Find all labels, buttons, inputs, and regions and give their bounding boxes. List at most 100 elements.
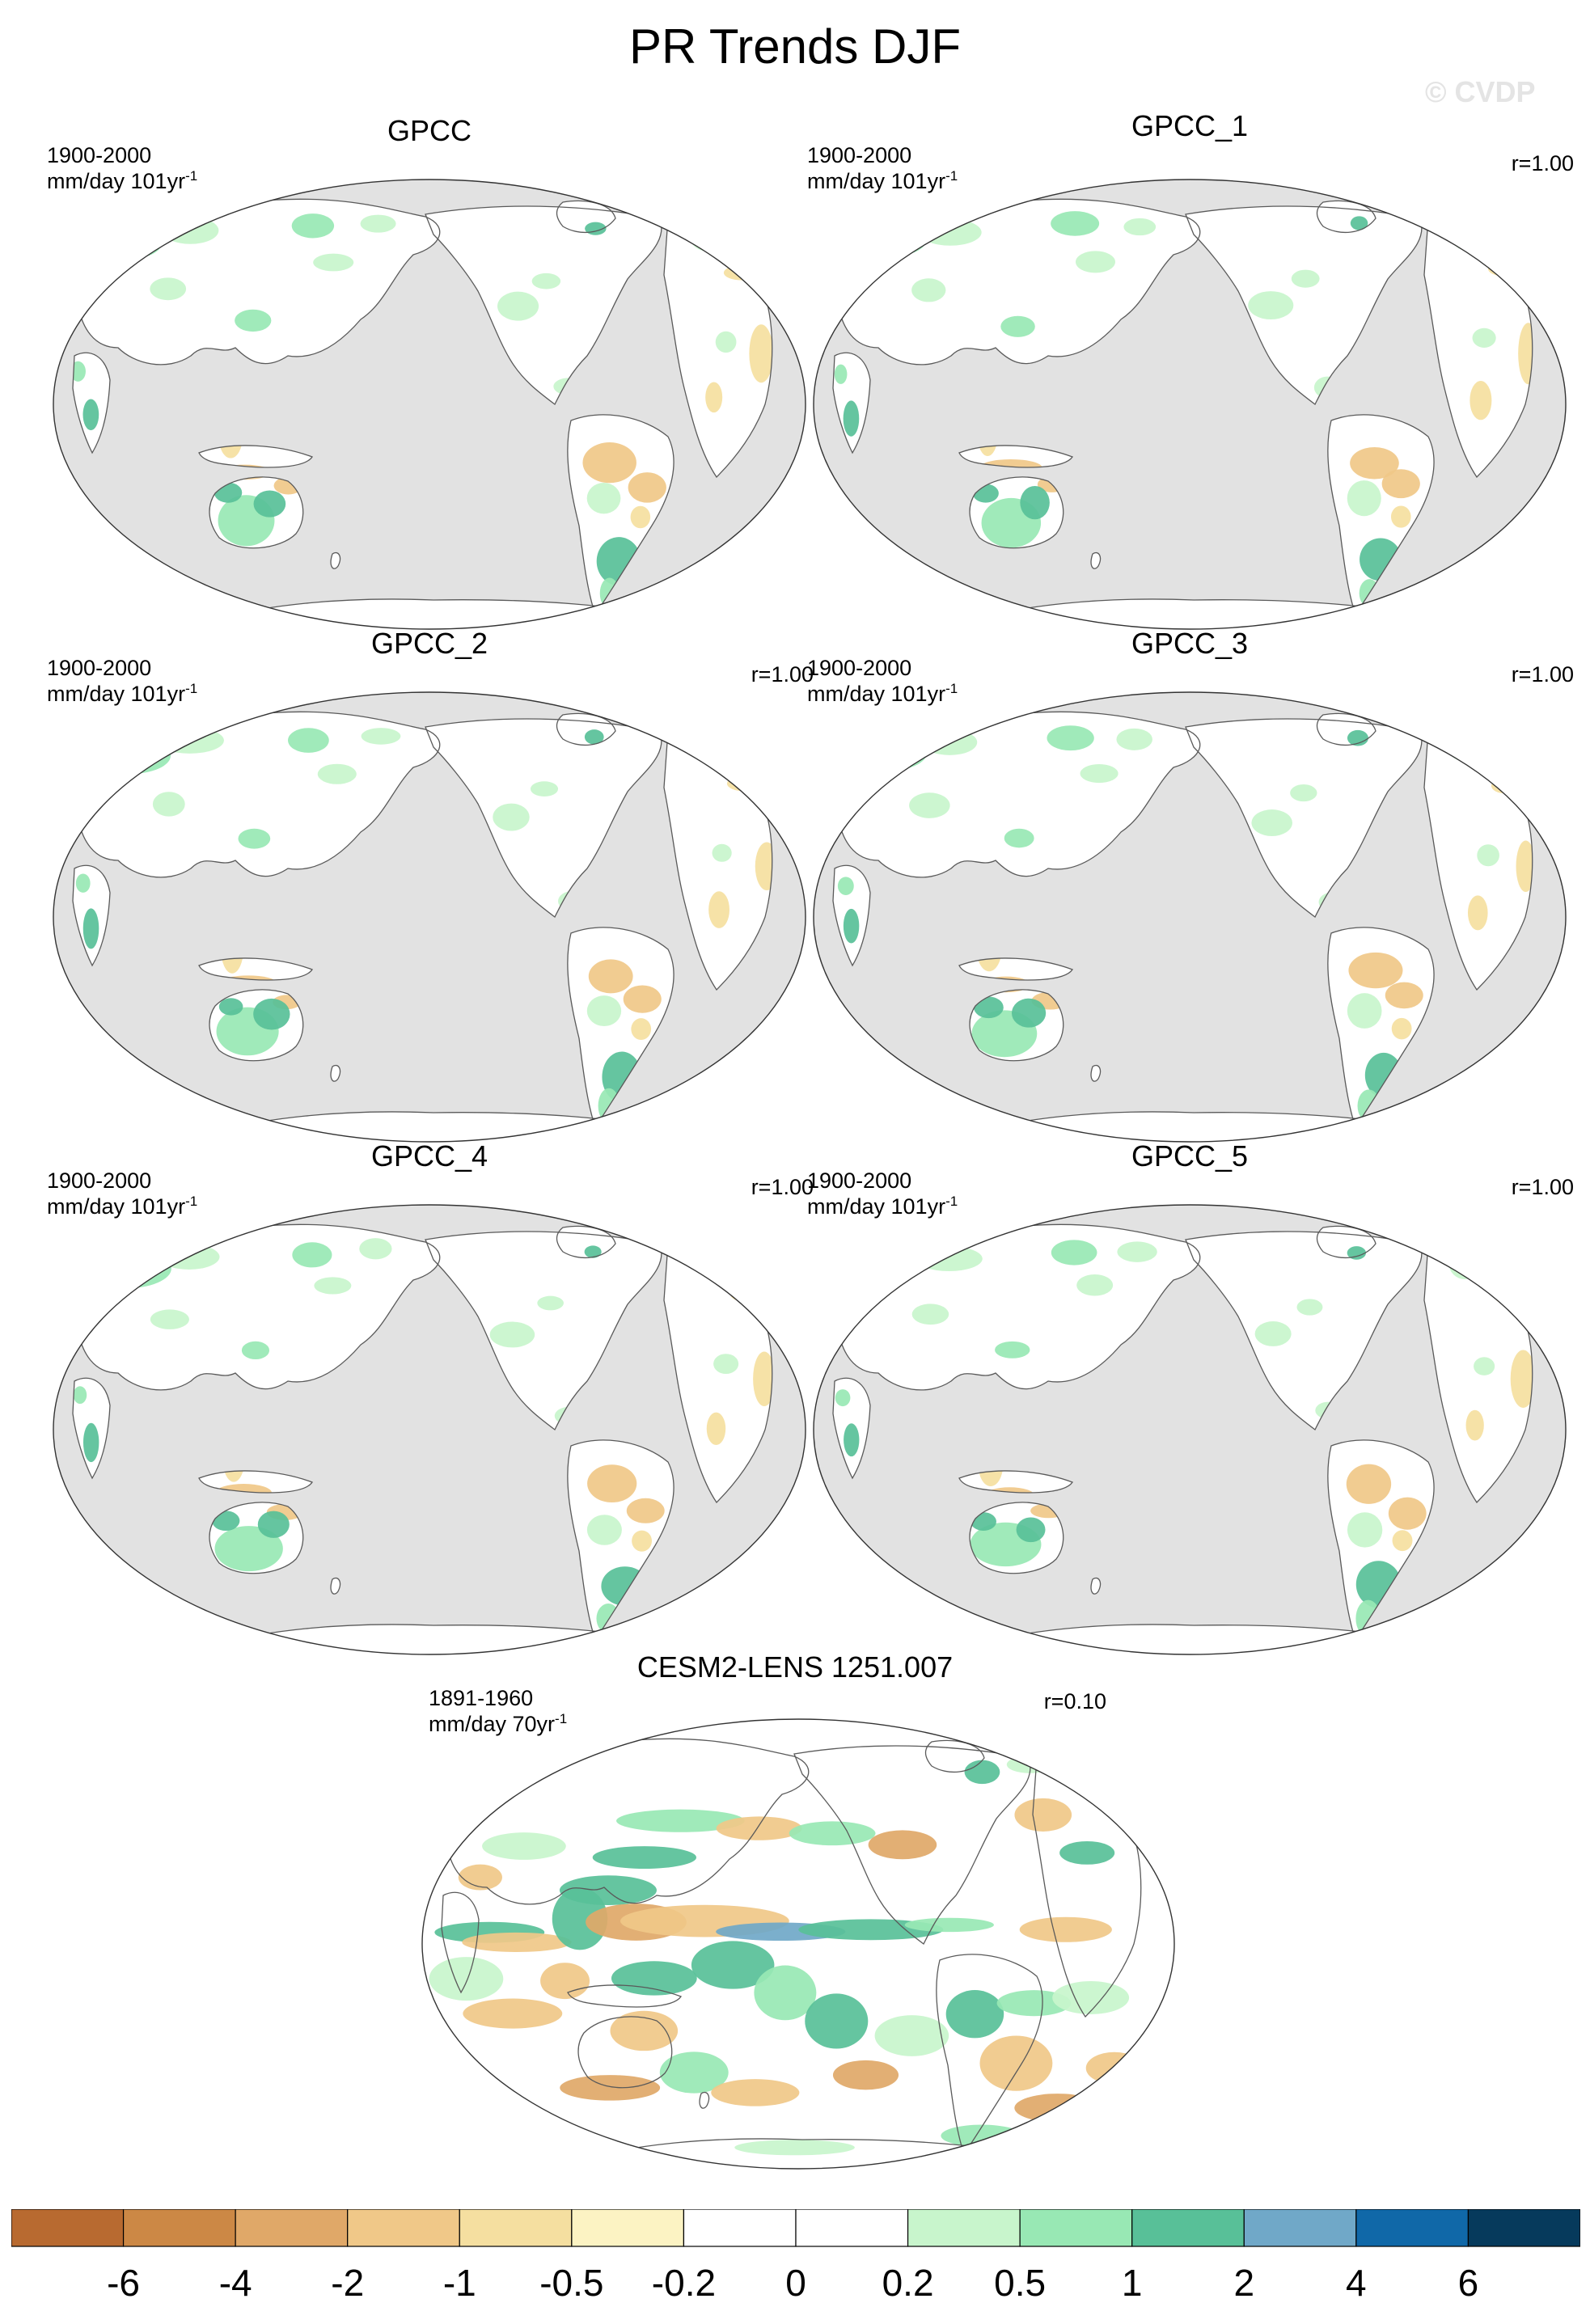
panel-correlation: r=1.00	[1511, 151, 1574, 175]
coastline	[567, 414, 674, 616]
coastline	[330, 1064, 341, 1082]
trend-patch	[753, 1351, 772, 1407]
trend-patch	[241, 1341, 270, 1360]
panel-title: GPCC_3	[1131, 627, 1249, 660]
coastline	[209, 989, 304, 1062]
trend-patch	[462, 1932, 572, 1953]
colorbar-tick-label: 6	[1457, 2262, 1479, 2304]
trend-patch	[78, 1248, 171, 1289]
map-outline	[813, 179, 1567, 630]
trend-patch	[1381, 469, 1420, 499]
colorbar-swatch	[122, 2209, 236, 2247]
trend-patch	[1076, 1274, 1114, 1296]
trend-patch	[1516, 840, 1533, 893]
trend-patch	[610, 2010, 679, 2051]
trend-patch	[73, 1386, 87, 1405]
coastline	[958, 445, 1073, 468]
trend-patch	[150, 1309, 189, 1329]
trend-patch	[1014, 2094, 1101, 2123]
trend-patch	[1392, 1530, 1413, 1552]
trend-patch	[1346, 1464, 1392, 1504]
trend-patch	[843, 400, 860, 437]
trend-patch	[628, 472, 666, 503]
trend-patch	[82, 399, 99, 431]
trend-patch	[805, 1993, 869, 2049]
trend-patch	[1477, 844, 1499, 867]
panel-period: 1900-2000	[807, 656, 912, 680]
trend-patch	[1051, 1240, 1097, 1266]
trend-patch	[1085, 2051, 1144, 2085]
trend-patch	[1385, 982, 1423, 1009]
colorbar-tick-label: -0.5	[539, 2262, 604, 2304]
trend-patch	[909, 792, 950, 818]
trend-patch	[995, 1341, 1030, 1358]
trend-patch	[75, 873, 91, 893]
colorbar-tick-label: 0.2	[882, 2262, 934, 2304]
panel-period: 1900-2000	[47, 656, 152, 680]
trend-patch	[314, 1277, 352, 1295]
trend-patch	[1347, 993, 1382, 1029]
map-outline	[53, 179, 806, 630]
colorbar-tick-label: 0.5	[994, 2262, 1047, 2304]
trend-patch	[1075, 251, 1116, 273]
trend-patch	[537, 1295, 564, 1311]
trend-patch	[1047, 725, 1094, 751]
panel-units: mm/day 101yr-1	[807, 1194, 958, 1219]
colorbar-swatch	[1355, 2209, 1469, 2247]
coastline	[567, 927, 674, 1129]
colorbar-swatch	[1131, 2209, 1245, 2247]
trend-patch	[1487, 260, 1519, 277]
trend-patch	[497, 291, 539, 321]
trend-patch	[711, 2079, 800, 2106]
panel-units: mm/day 101yr-1	[807, 681, 958, 706]
trend-patch	[587, 1464, 637, 1503]
trend-patch	[482, 1832, 566, 1860]
colorbar-swatch	[11, 2209, 125, 2247]
trend-patch	[1011, 998, 1047, 1028]
colorbar-swatch	[1243, 2209, 1357, 2247]
colorbar	[11, 2209, 1580, 2247]
trend-patch	[713, 1354, 739, 1375]
trend-patch	[489, 1321, 535, 1348]
colorbar-swatch	[347, 2209, 460, 2247]
trend-patch	[1510, 1350, 1533, 1408]
colorbar-swatch	[683, 2209, 797, 2247]
land-northamerica	[1186, 205, 1422, 404]
trend-patch	[632, 1530, 653, 1552]
trend-patch	[849, 222, 927, 257]
trend-patch	[1467, 895, 1488, 931]
panel-correlation: r=1.00	[1511, 1175, 1574, 1199]
trend-patch	[458, 1864, 502, 1891]
colorbar-tick-label: 2	[1233, 2262, 1255, 2304]
panel-title: GPCC_2	[370, 627, 488, 660]
coastline	[832, 864, 871, 967]
trend-patch	[1020, 485, 1050, 520]
map-panel-gpcc-1: GPCC_1 1900-2000 mm/day 101yr-1 r=1.00	[806, 108, 1574, 630]
panel-correlation: r=1.00	[1511, 662, 1574, 687]
map-panel-gpcc-2: GPCC_2 1900-2000 mm/day 101yr-1 r=1.00	[45, 626, 814, 1143]
colorbar-tick-label: -0.2	[651, 2262, 717, 2304]
trend-patch	[1391, 1017, 1412, 1040]
world-map	[53, 691, 806, 1143]
land-northamerica	[425, 718, 662, 917]
trend-patch	[754, 1965, 817, 2021]
map-outline	[53, 1204, 806, 1655]
trend-patch	[530, 781, 559, 796]
trend-patch	[584, 1245, 602, 1258]
trend-patch	[540, 1963, 590, 2000]
trend-patch	[253, 490, 286, 518]
map-outline	[813, 691, 1567, 1143]
land-newzealand	[331, 1578, 340, 1595]
coastline	[441, 1891, 480, 1994]
panel-title: GPCC_4	[370, 1139, 488, 1173]
coastline	[699, 2091, 710, 2109]
trend-patch	[1347, 1246, 1367, 1260]
world-map	[53, 179, 806, 630]
colorbar-swatch	[907, 2209, 1021, 2247]
trend-patch	[843, 908, 860, 944]
coastline	[958, 957, 1073, 981]
map-panel-gpcc-4: GPCC_4 1900-2000 mm/day 101yr-1 r=1.00	[45, 1139, 814, 1656]
trend-patch	[1004, 828, 1034, 848]
trend-patch	[88, 737, 171, 775]
map-panel-cesm2-lens: CESM2-LENS 1251.007 1891-1960 mm/day 70y…	[421, 1650, 1175, 2170]
